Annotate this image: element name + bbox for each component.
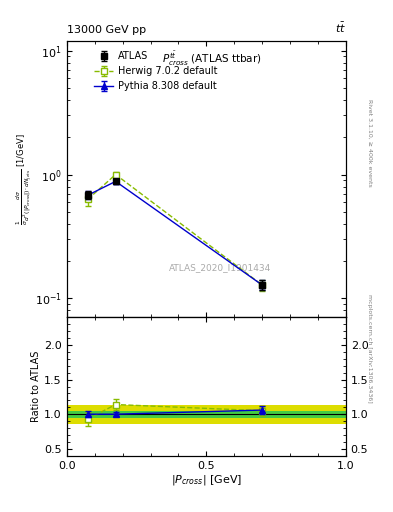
- Text: mcplots.cern.ch [arXiv:1306.3436]: mcplots.cern.ch [arXiv:1306.3436]: [367, 294, 373, 402]
- Bar: [67, 411, 102, 418]
- Y-axis label: Ratio to ATLAS: Ratio to ATLAS: [31, 351, 41, 422]
- Bar: [67, 404, 102, 424]
- Bar: [102, 411, 346, 418]
- Text: 13000 GeV pp: 13000 GeV pp: [67, 26, 146, 35]
- Text: ATLAS_2020_I1901434: ATLAS_2020_I1901434: [169, 263, 272, 272]
- Text: t$\bar{t}$: t$\bar{t}$: [335, 21, 346, 35]
- X-axis label: $|P_{cross}|$ [GeV]: $|P_{cross}|$ [GeV]: [171, 473, 242, 487]
- Text: Rivet 3.1.10, ≥ 400k events: Rivet 3.1.10, ≥ 400k events: [367, 99, 373, 187]
- Text: $P_{cross}^{t\bar{t}}$ (ATLAS ttbar): $P_{cross}^{t\bar{t}}$ (ATLAS ttbar): [162, 49, 262, 68]
- Bar: [102, 404, 346, 424]
- Legend: ATLAS, Herwig 7.0.2 default, Pythia 8.308 default: ATLAS, Herwig 7.0.2 default, Pythia 8.30…: [94, 51, 218, 91]
- Y-axis label: $\frac{1}{\sigma}\frac{d\sigma}{d^2\left(|P_{cross}|\right)\cdot dN_{jets}}$ [1/: $\frac{1}{\sigma}\frac{d\sigma}{d^2\left…: [14, 134, 33, 225]
